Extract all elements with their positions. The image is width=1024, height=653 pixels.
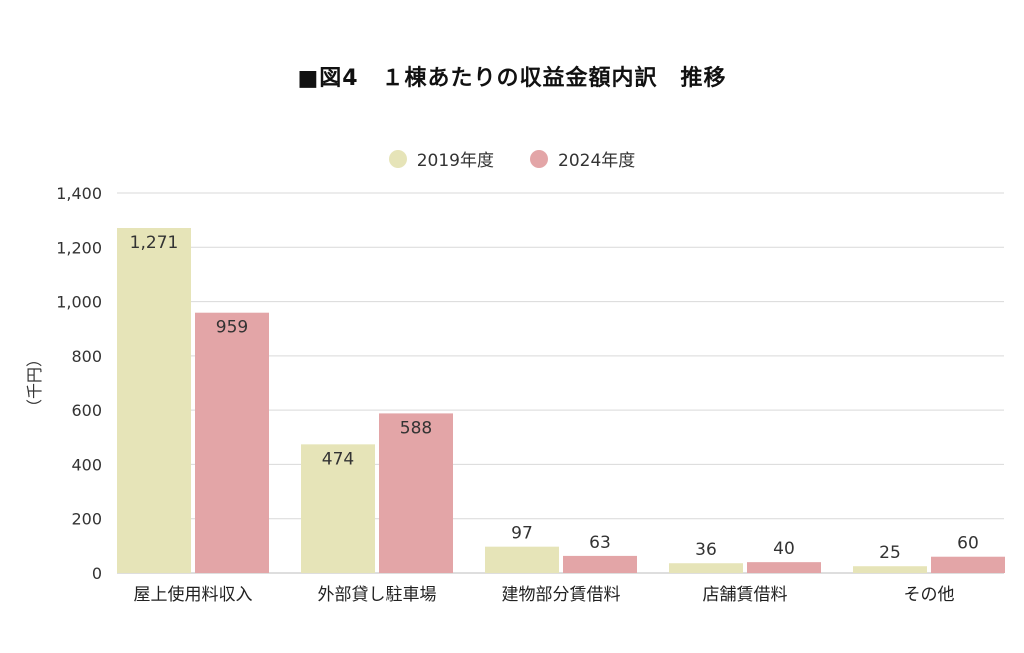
data-label: 60 xyxy=(957,534,979,554)
bar xyxy=(485,546,559,573)
bar xyxy=(931,556,1005,573)
data-label: 25 xyxy=(879,543,901,563)
y-axis-title: （千円） xyxy=(25,351,44,415)
data-label: 588 xyxy=(400,418,432,438)
category-label: 建物部分賃借料 xyxy=(502,585,621,605)
y-tick-label: 1,000 xyxy=(56,293,102,312)
bars xyxy=(117,228,1005,573)
data-label: 36 xyxy=(695,540,717,560)
x-axis-categories: 屋上使用料収入 外部貸し駐車場 建物部分賃借料 店舗賃借料 その他 xyxy=(134,584,955,605)
data-label: 474 xyxy=(322,449,354,469)
bar xyxy=(563,555,637,573)
y-tick-label: 1,400 xyxy=(56,184,102,203)
y-tick-label: 200 xyxy=(71,510,102,529)
y-tick-label: 600 xyxy=(71,401,102,420)
y-tick-label: 400 xyxy=(71,455,102,474)
data-label: 97 xyxy=(511,524,533,544)
y-tick-label: 0 xyxy=(92,564,102,583)
legend-label-2024: 2024年度 xyxy=(558,151,636,171)
data-label: 959 xyxy=(216,318,248,338)
y-tick-label: 1,200 xyxy=(56,238,102,257)
bar xyxy=(853,566,927,573)
y-tick-label: 800 xyxy=(71,347,102,366)
category-label: その他 xyxy=(904,585,955,605)
data-label: 1,271 xyxy=(130,233,179,253)
y-axis-ticks: 0 200 400 600 800 1,000 1,200 1,400 xyxy=(56,184,102,583)
legend-swatch-2024 xyxy=(530,149,548,168)
bar xyxy=(195,312,269,573)
data-label: 63 xyxy=(589,533,611,553)
bar xyxy=(117,228,191,573)
data-label: 40 xyxy=(773,539,795,559)
bar xyxy=(669,563,743,573)
legend-swatch-2019 xyxy=(388,149,407,168)
legend-item-2019: 2019年度 xyxy=(388,146,494,171)
category-label: 店舗賃借料 xyxy=(703,585,788,605)
bar xyxy=(379,413,453,573)
category-label: 屋上使用料収入 xyxy=(134,584,253,605)
legend-label-2019: 2019年度 xyxy=(416,151,494,171)
data-labels: 1,271 959 474 588 97 63 36 40 25 60 xyxy=(130,233,979,563)
category-label: 外部貸し駐車場 xyxy=(318,585,437,605)
bar xyxy=(747,562,821,573)
legend-item-2024: 2024年度 xyxy=(530,146,635,171)
legend: 2019年度 2024年度 xyxy=(0,146,1024,171)
bar xyxy=(301,444,375,573)
chart-title: ■図4 １棟あたりの収益金額内訳 推移 xyxy=(297,66,727,91)
